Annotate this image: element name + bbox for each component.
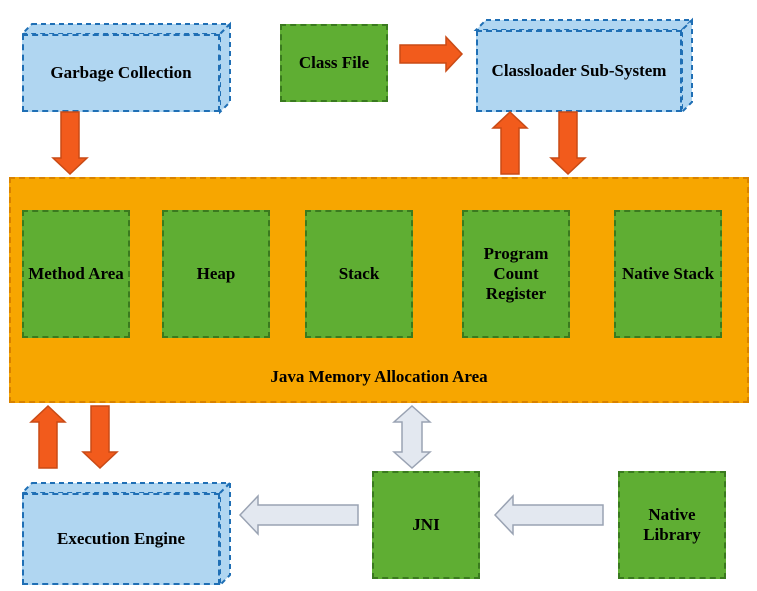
node-3d-box: Classloader Sub-System [476,20,692,112]
arrow-jni_to_exec [240,496,358,534]
arrow-nativelib_to_jni [495,496,603,534]
node-label: Garbage Collection [22,34,220,112]
memory-area-label: Java Memory Allocation Area [270,367,487,387]
node-box: Native Stack [614,210,722,338]
node-box: Native Library [618,471,726,579]
arrow-classfile_to_loader [400,37,462,71]
arrow-jni_mem_double [394,406,430,468]
node-3d-box: Garbage Collection [22,24,230,112]
arrow-loader_mem_up [493,112,527,174]
arrow-mem_exec_up [31,406,65,468]
arrow-gc_to_mem [53,112,87,174]
arrow-mem_exec_down [83,406,117,468]
arrow-loader_mem_down [551,112,585,174]
node-box: Stack [305,210,413,338]
node-box: Program Count Register [462,210,570,338]
node-box: Method Area [22,210,130,338]
node-box: Heap [162,210,270,338]
node-box: JNI [372,471,480,579]
node-label: Classloader Sub-System [476,30,682,112]
node-label: Execution Engine [22,493,220,585]
node-3d-box: Execution Engine [22,483,230,585]
node-box: Class File [280,24,388,102]
